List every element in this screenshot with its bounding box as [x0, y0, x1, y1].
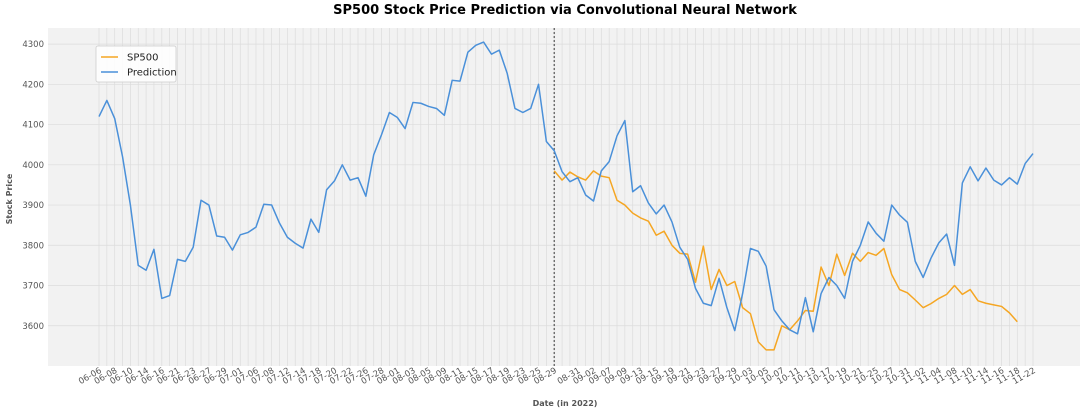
y-tick-label: 3700 — [22, 282, 44, 292]
y-tick-label: 4100 — [22, 121, 44, 131]
y-axis: 3600 3700 3800 3900 4000 4100 4200 4300 — [22, 40, 44, 332]
y-tick-label: 4300 — [22, 40, 44, 50]
y-tick-label: 3900 — [22, 201, 44, 211]
grid — [48, 28, 1080, 366]
x-axis: 06-0606-0806-1006-1406-1606-2106-2306-27… — [77, 366, 1037, 387]
y-tick-label: 4000 — [22, 161, 44, 171]
plot-background — [48, 28, 1080, 366]
y-tick-label: 3600 — [22, 322, 44, 332]
legend-label-sp500: SP500 — [127, 53, 158, 64]
y-tick-label: 4200 — [22, 80, 44, 90]
series-line-sp500 — [553, 170, 1018, 351]
series-lines — [98, 41, 1034, 351]
y-axis-label: Stock Price — [5, 173, 14, 224]
chart-title: SP500 Stock Price Prediction via Convolu… — [333, 3, 797, 18]
legend-box — [95, 45, 177, 83]
legend-label-prediction: Prediction — [127, 68, 177, 79]
series-line-prediction — [98, 41, 1034, 335]
legend: SP500 Prediction — [95, 45, 177, 83]
y-tick-label: 3800 — [22, 241, 44, 251]
x-axis-label: Date (in 2022) — [533, 399, 598, 408]
